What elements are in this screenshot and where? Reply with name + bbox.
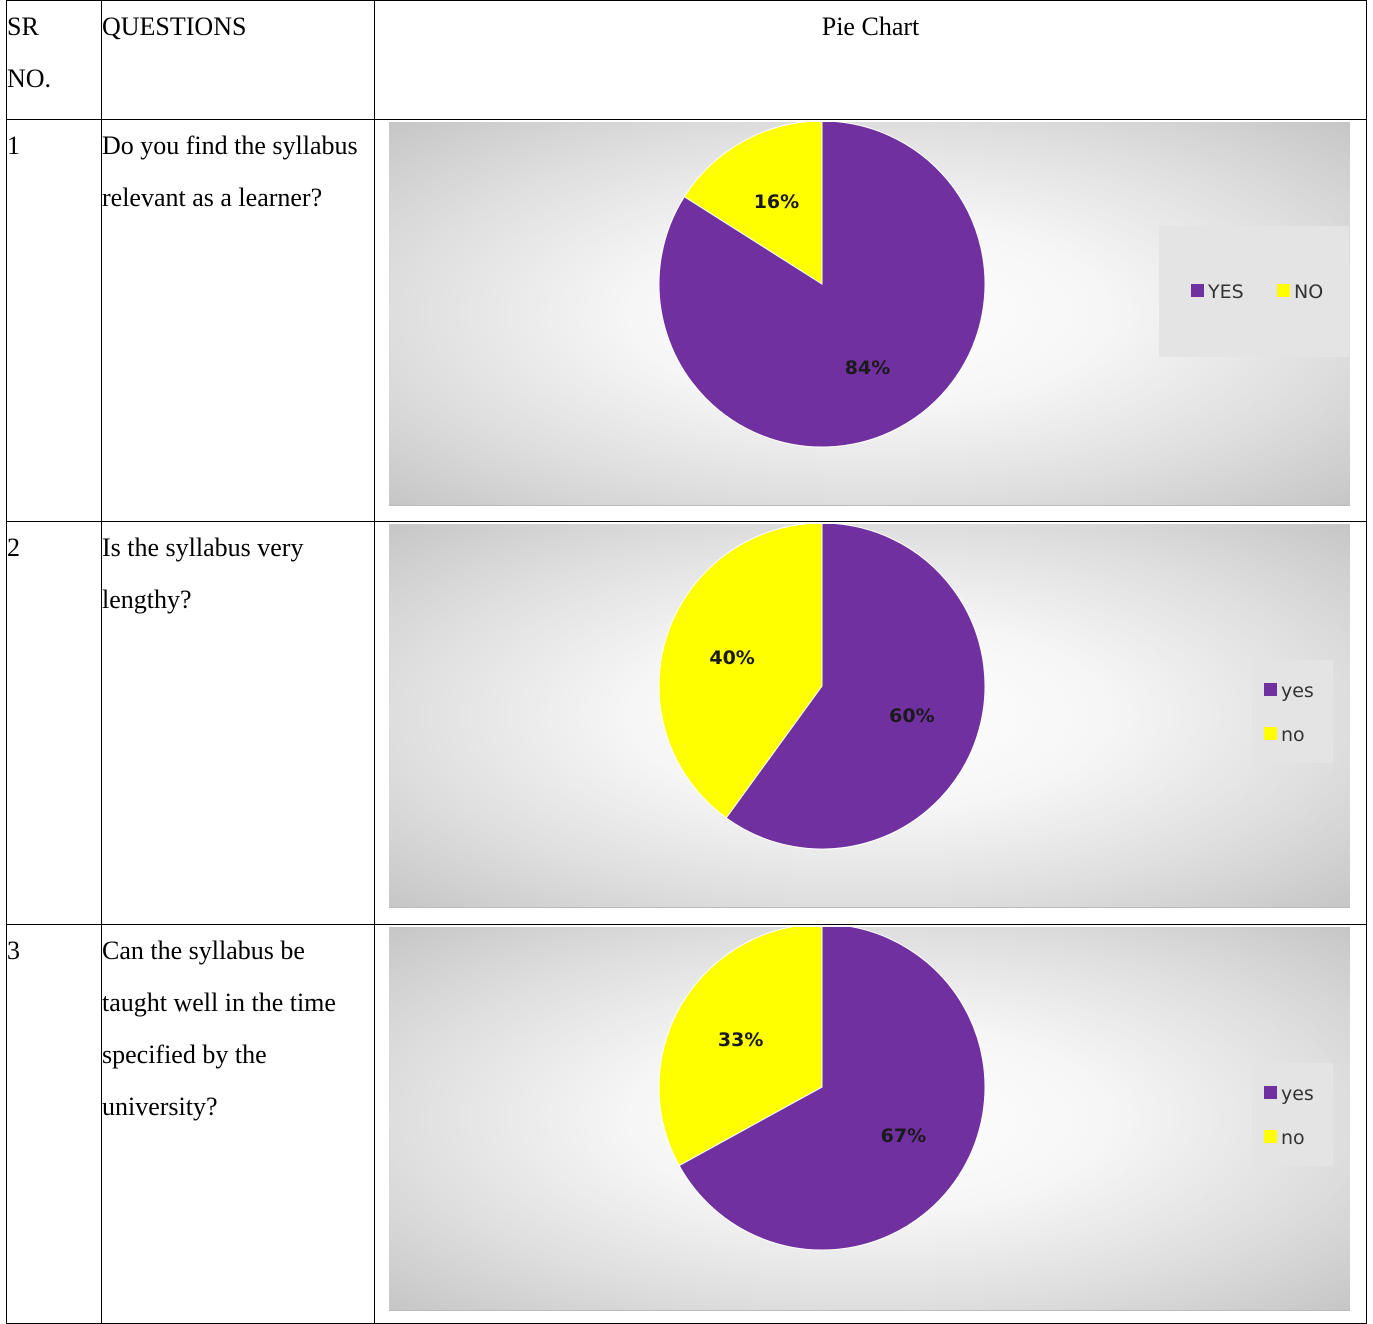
legend-swatch <box>1277 284 1290 297</box>
pie-slice-no <box>683 122 823 285</box>
question-text: Is the syllabus very lengthy? <box>101 521 375 925</box>
chart-cell: 84% 16% YES NO <box>374 119 1367 522</box>
legend-item-no: NO <box>1277 281 1323 303</box>
header-sr-line2: NO. <box>7 64 52 93</box>
pie-svg: 67% 33% <box>658 927 986 1251</box>
chart-cell: 67% 33% yes no <box>374 924 1367 1324</box>
legend-swatch <box>1264 1130 1277 1143</box>
pie-slice-yes <box>725 524 986 850</box>
header-questions: QUESTIONS <box>101 0 375 120</box>
data-label-yes: 84% <box>845 357 890 379</box>
header-sr-no: SR NO. <box>6 0 102 120</box>
pie-slice-yes <box>678 927 986 1251</box>
legend-item-yes: yes <box>1264 680 1314 702</box>
data-label-no: 40% <box>709 647 754 669</box>
legend-swatch <box>1264 727 1277 740</box>
question-text: Can the syllabus be taught well in the t… <box>101 924 375 1324</box>
question-text: Do you find the syllabus relevant as a l… <box>101 119 375 522</box>
chart-legend: yes no <box>1252 660 1333 763</box>
pie-svg: 84% 16% <box>658 122 986 448</box>
data-label-yes: 67% <box>881 1125 926 1147</box>
sr-number: 3 <box>6 924 102 1324</box>
legend-label: no <box>1281 724 1305 746</box>
legend-item-no: no <box>1264 1127 1305 1149</box>
header-sr-line1: SR <box>7 12 39 41</box>
legend-label: yes <box>1281 680 1314 702</box>
pie-chart-3: 67% 33% yes no <box>389 927 1350 1311</box>
pie-slice-no <box>658 927 823 1167</box>
chart-cell: 60% 40% yes no <box>374 521 1367 925</box>
legend-swatch <box>1264 683 1277 696</box>
legend-item-no: no <box>1264 724 1305 746</box>
legend-label: YES <box>1208 281 1244 303</box>
pie-slice-no <box>658 524 823 819</box>
header-pie-chart: Pie Chart <box>374 0 1367 120</box>
chart-legend: YES NO <box>1159 226 1349 357</box>
survey-table: SR NO. QUESTIONS Pie Chart 1 Do you find… <box>6 0 1367 1324</box>
sr-number: 2 <box>6 521 102 925</box>
pie-chart-2: 60% 40% yes no <box>389 524 1350 908</box>
legend-swatch <box>1264 1086 1277 1099</box>
legend-item-yes: yes <box>1264 1083 1314 1105</box>
legend-label: NO <box>1294 281 1324 303</box>
table-row: 3 Can the syllabus be taught well in the… <box>6 924 1367 1324</box>
sr-number: 1 <box>6 119 102 522</box>
data-label-no: 33% <box>718 1029 763 1051</box>
legend-label: yes <box>1281 1083 1314 1105</box>
data-label-no: 16% <box>754 191 799 213</box>
table-row: 1 Do you find the syllabus relevant as a… <box>6 119 1367 522</box>
pie-svg: 60% 40% <box>658 524 986 850</box>
data-label-yes: 60% <box>889 705 934 727</box>
legend-swatch <box>1191 284 1204 297</box>
table-header-row: SR NO. QUESTIONS Pie Chart <box>6 0 1367 120</box>
pie-chart-1: 84% 16% YES NO <box>389 122 1350 506</box>
legend-item-yes: YES <box>1191 281 1244 303</box>
legend-label: no <box>1281 1127 1305 1149</box>
table-row: 2 Is the syllabus very lengthy? 60% 40% ye… <box>6 521 1367 925</box>
chart-legend: yes no <box>1252 1063 1333 1166</box>
